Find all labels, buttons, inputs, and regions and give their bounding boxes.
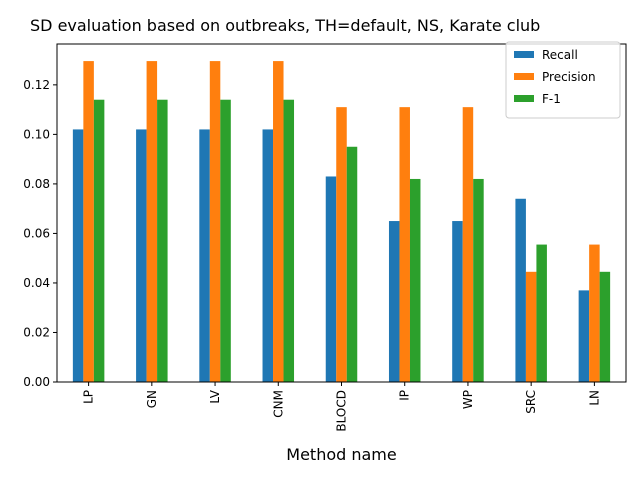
bar-f1-ip (409, 178, 421, 382)
bar-precision-wp (462, 107, 474, 383)
x-tick-label: LV (208, 389, 222, 403)
bar-f1-cnm (283, 99, 295, 382)
legend: Recall Precision F-1 (505, 41, 621, 119)
bar-recall-blocd (325, 176, 337, 382)
y-axis: 0.00 0.02 0.04 0.06 0.08 0.10 0.12 (23, 78, 57, 389)
bar-recall-lp (72, 129, 84, 382)
x-tick-label: SRC (524, 390, 538, 414)
y-tick-label: 0.08 (23, 177, 50, 191)
legend-label: Precision (542, 70, 596, 84)
plot-frame (56, 43, 627, 383)
bar-precision-cnm (273, 61, 284, 382)
y-tick-label: 0.12 (23, 78, 50, 92)
y-tick-label: 0.00 (23, 375, 50, 389)
bar-precision-lv (209, 61, 221, 382)
x-tick-label: GN (145, 390, 159, 408)
legend-label: Recall (542, 48, 578, 62)
bar-f1-lp (93, 99, 105, 382)
x-axis-title: Method name (286, 445, 396, 464)
y-tick-label: 0.04 (23, 276, 50, 290)
bars-group (72, 61, 611, 383)
bar-recall-src (515, 198, 526, 382)
legend-box (505, 41, 621, 119)
y-tick-label: 0.02 (23, 325, 50, 339)
bar-recall-cnm (262, 129, 274, 382)
x-tick-label: WP (461, 390, 475, 409)
chart-title: SD evaluation based on outbreaks, TH=def… (30, 16, 540, 35)
x-tick-label: CNM (271, 390, 285, 418)
legend-swatch-recall (514, 51, 534, 58)
bar-f1-src (536, 244, 547, 382)
y-tick-label: 0.10 (23, 127, 50, 141)
x-tick-label: LN (587, 390, 601, 406)
bar-precision-gn (146, 61, 158, 382)
bar-recall-wp (452, 221, 463, 382)
bar-recall-gn (136, 129, 147, 382)
x-tick-label: IP (398, 390, 412, 401)
x-tick-label: BLOCD (335, 390, 349, 432)
legend-swatch-precision (514, 73, 534, 80)
bar-precision-src (525, 271, 537, 382)
legend-swatch-f1 (514, 95, 534, 102)
bar-precision-lp (83, 61, 94, 382)
x-axis: LP GN LV CNM BLOCD IP WP SRC LN (82, 382, 601, 432)
bar-precision-ln (589, 244, 600, 382)
bar-f1-blocd (346, 146, 358, 382)
y-tick-label: 0.06 (23, 226, 50, 240)
bar-recall-ln (578, 290, 590, 382)
bar-recall-ip (388, 221, 400, 382)
bar-f1-ln (599, 271, 611, 382)
bar-precision-blocd (336, 107, 347, 383)
bar-recall-lv (199, 129, 210, 382)
bar-f1-lv (220, 99, 231, 382)
bar-f1-gn (157, 99, 168, 382)
bar-precision-ip (399, 107, 410, 383)
bar-f1-wp (473, 178, 484, 382)
legend-label: F-1 (542, 92, 561, 106)
x-tick-label: LP (82, 390, 96, 404)
